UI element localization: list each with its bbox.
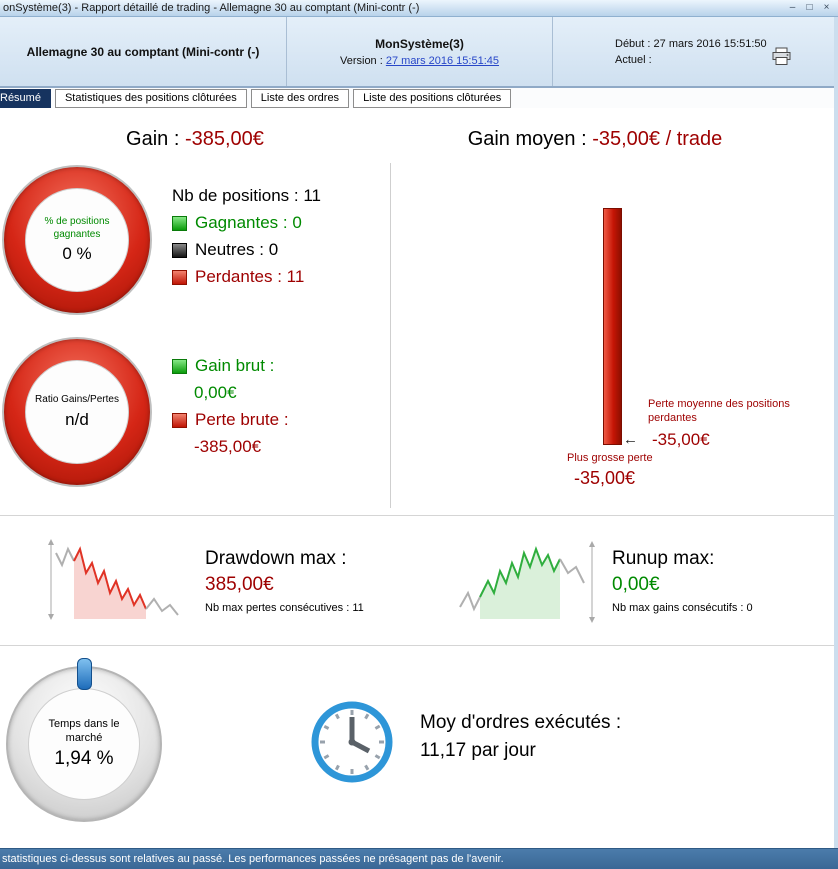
perte-brute-value: -385,00€ bbox=[194, 437, 262, 456]
vertical-divider bbox=[390, 163, 391, 508]
tab-stats-positions[interactable]: Statistiques des positions clôturées bbox=[54, 89, 247, 108]
minimize-button[interactable]: – bbox=[789, 2, 796, 13]
horizontal-divider-1 bbox=[0, 515, 838, 516]
red-square-icon bbox=[172, 269, 187, 285]
ratio-gains-pertes-gauge: Ratio Gains/Pertes n/d bbox=[2, 337, 152, 487]
window-title: onSystème(3) - Rapport détaillé de tradi… bbox=[3, 2, 420, 14]
gagnantes-row: Gagnantes : 0 bbox=[172, 213, 321, 233]
nb-positions-row: Nb de positions : 11 bbox=[172, 186, 321, 206]
positions-stats: Nb de positions : 11 Gagnantes : 0 Neutr… bbox=[172, 186, 321, 294]
system-cell: MonSystème(3) Version : 27 mars 2016 15:… bbox=[287, 17, 553, 86]
drawdown-note: Nb max pertes consécutives : 11 bbox=[205, 602, 364, 614]
printer-icon bbox=[772, 47, 791, 65]
print-button[interactable] bbox=[771, 47, 792, 69]
instrument-cell: Allemagne 30 au comptant (Mini-contr (-) bbox=[0, 17, 287, 86]
perte-brute-value-row: -385,00€ bbox=[194, 437, 289, 457]
perte-moyenne-value: -35,00€ bbox=[652, 430, 710, 449]
instrument-name: Allemagne 30 au comptant (Mini-contr (-) bbox=[26, 44, 260, 59]
gain-brut-value-row: 0,00€ bbox=[194, 383, 289, 403]
clock-icon bbox=[310, 700, 394, 789]
left-arrow-icon: ← bbox=[623, 431, 638, 448]
ratio-value: n/d bbox=[65, 409, 89, 429]
temps-marche-gauge-face: Temps dans le marché 1,94 % bbox=[28, 688, 140, 800]
version-link[interactable]: 27 mars 2016 15:51:45 bbox=[385, 54, 499, 67]
perte-brute-row: Perte brute : bbox=[172, 410, 289, 430]
debut-row: Début : 27 mars 2016 15:51:50 bbox=[615, 38, 838, 50]
green-square-icon bbox=[172, 215, 187, 231]
runup-value: 0,00€ bbox=[612, 574, 660, 595]
red-square-icon bbox=[172, 412, 187, 428]
gagnantes-text: Gagnantes : 0 bbox=[195, 213, 302, 232]
close-button[interactable]: × bbox=[823, 2, 830, 13]
actuel-label: Actuel : bbox=[615, 53, 652, 66]
actuel-row: Actuel : bbox=[615, 54, 838, 66]
gain-brut-value: 0,00€ bbox=[194, 383, 237, 402]
title-bar: onSystème(3) - Rapport détaillé de tradi… bbox=[0, 0, 838, 17]
green-square-icon bbox=[172, 358, 187, 374]
average-loss-bar bbox=[603, 208, 622, 445]
debut-label: Début : bbox=[615, 37, 651, 50]
disclaimer-bar: statistiques ci-dessus sont relatives au… bbox=[0, 848, 838, 869]
perdantes-text: Perdantes : 11 bbox=[195, 267, 305, 286]
pct-gagnantes-value: 0 % bbox=[62, 244, 92, 263]
gain-heading: Gain : -385,00€ bbox=[0, 128, 390, 151]
temps-marche-label: Temps dans le marché bbox=[48, 717, 120, 744]
drawdown-label: Drawdown max : bbox=[205, 548, 347, 569]
tab-liste-ordres[interactable]: Liste des ordres bbox=[250, 89, 350, 108]
ordres-value: 11,17 par jour bbox=[420, 740, 536, 761]
report-header: Allemagne 30 au comptant (Mini-contr (-)… bbox=[0, 17, 838, 88]
tab-resume[interactable]: Résumé bbox=[0, 89, 51, 108]
runup-note: Nb max gains consécutifs : 0 bbox=[612, 602, 753, 614]
window-frame-right bbox=[834, 17, 838, 848]
version-row: Version : 27 mars 2016 15:51:45 bbox=[340, 55, 499, 67]
brut-stats: Gain brut : 0,00€ Perte brute : -385,00€ bbox=[172, 356, 289, 464]
tab-liste-positions[interactable]: Liste des positions clôturées bbox=[353, 89, 512, 108]
dark-square-icon bbox=[172, 242, 187, 258]
nb-positions-text: Nb de positions : 11 bbox=[172, 186, 321, 205]
gain-moyen-label: Gain moyen : bbox=[467, 128, 587, 150]
version-label: Version : bbox=[339, 54, 383, 67]
debut-value: 27 mars 2016 15:51:50 bbox=[653, 37, 767, 50]
temps-marche-value: 1,94 % bbox=[54, 748, 114, 770]
neutres-row: Neutres : 0 bbox=[172, 240, 321, 260]
runup-sparkline bbox=[452, 537, 597, 632]
gain-brut-label: Gain brut : bbox=[195, 356, 275, 375]
perte-moyenne-label: Perte moyenne des positions perdantes bbox=[648, 398, 790, 425]
dates-cell: Début : 27 mars 2016 15:51:50 Actuel : bbox=[553, 17, 838, 86]
tab-bar: Résumé Statistiques des positions clôtur… bbox=[0, 88, 838, 108]
disclaimer-text: statistiques ci-dessus sont relatives au… bbox=[2, 853, 504, 865]
gain-label: Gain : bbox=[126, 128, 180, 150]
neutres-text: Neutres : 0 bbox=[195, 240, 279, 259]
gain-moyen-heading: Gain moyen : -35,00€ / trade bbox=[390, 128, 800, 151]
gauge-marker-icon bbox=[77, 658, 92, 690]
system-name: MonSystème(3) bbox=[375, 36, 464, 51]
ordres-label: Moy d'ordres exécutés : bbox=[420, 712, 622, 733]
window-controls: – □ × bbox=[786, 2, 833, 14]
pct-gagnantes-gauge: % de positions gagnantes 0 % bbox=[2, 165, 152, 315]
pct-gagnantes-label: % de positions gagnantes bbox=[44, 216, 110, 240]
gain-value: -385,00€ bbox=[184, 128, 264, 150]
drawdown-sparkline bbox=[44, 537, 184, 627]
ratio-gauge-face: Ratio Gains/Pertes n/d bbox=[25, 360, 129, 464]
maximize-button[interactable]: □ bbox=[806, 2, 813, 13]
gain-brut-row: Gain brut : bbox=[172, 356, 289, 376]
perdantes-row: Perdantes : 11 bbox=[172, 267, 321, 287]
runup-label: Runup max: bbox=[612, 548, 715, 569]
drawdown-value: 385,00€ bbox=[205, 574, 274, 595]
plus-grosse-perte-label: Plus grosse perte bbox=[567, 452, 653, 464]
ratio-label: Ratio Gains/Pertes bbox=[35, 394, 119, 406]
gain-moyen-value: -35,00€ / trade bbox=[592, 128, 723, 150]
pct-gagnantes-gauge-face: % de positions gagnantes 0 % bbox=[25, 188, 129, 292]
perte-brute-label: Perte brute : bbox=[195, 410, 289, 429]
plus-grosse-perte-value: -35,00€ bbox=[574, 468, 636, 488]
horizontal-divider-2 bbox=[0, 645, 838, 646]
